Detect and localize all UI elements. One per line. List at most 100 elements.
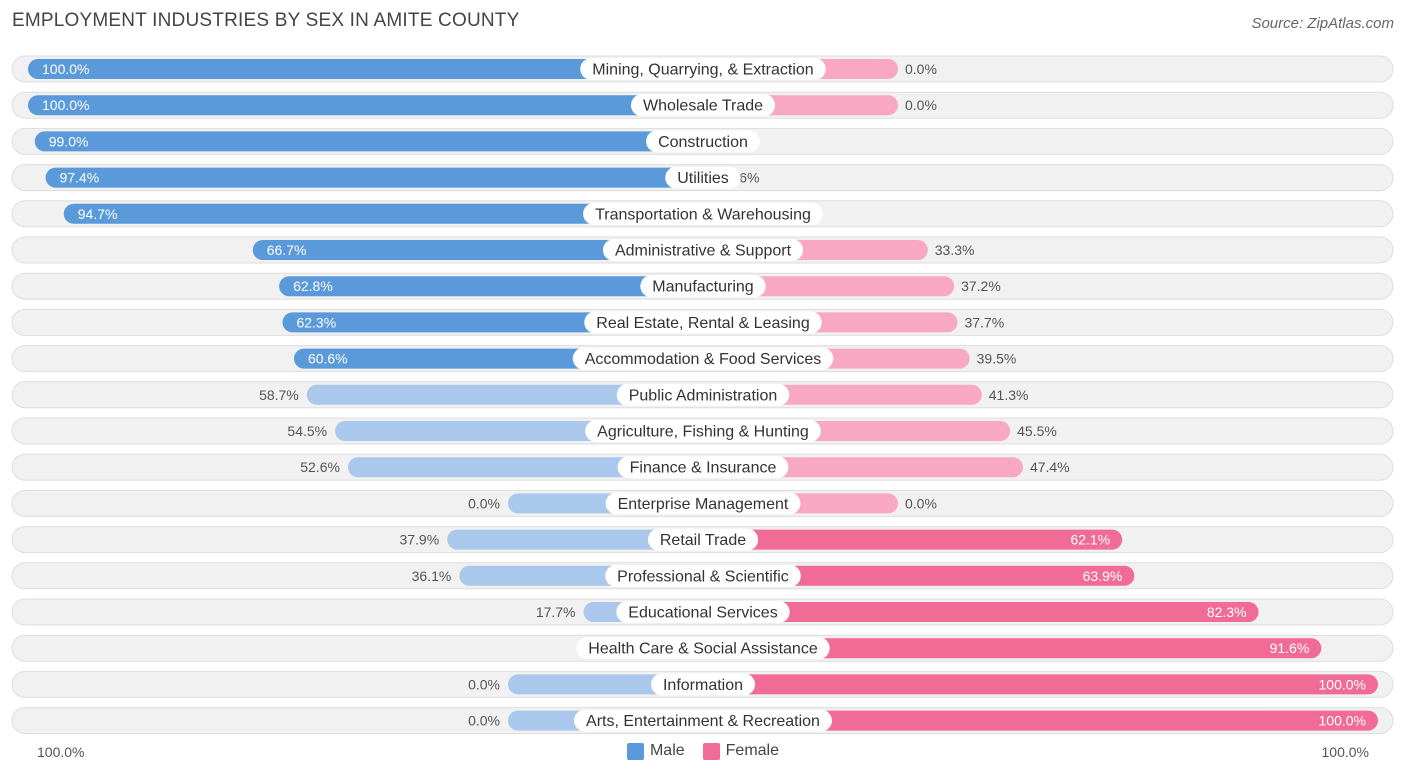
category-label-pill — [647, 528, 759, 551]
male-bar — [28, 95, 703, 116]
female-value-label: 62.1% — [1070, 532, 1110, 548]
category-label: Transportation & Warehousing — [595, 206, 811, 223]
male-bar — [34, 131, 703, 152]
female-value-label: 45.5% — [1017, 423, 1057, 439]
male-bar — [28, 59, 703, 79]
male-value-label: 0.0% — [468, 495, 500, 511]
category-label-pill — [650, 673, 756, 696]
category-label-pill — [617, 456, 789, 479]
male-value-label: 37.9% — [399, 532, 439, 548]
category-label-pill — [585, 420, 821, 442]
axis-label-right: 100.0% — [1321, 744, 1369, 760]
female-value-label: 37.2% — [961, 278, 1001, 294]
category-label: Construction — [658, 134, 748, 151]
category-label: Information — [663, 677, 743, 694]
category-label: Accommodation & Food Services — [585, 351, 822, 368]
male-value-label: 0.0% — [468, 713, 500, 729]
category-label: Administrative & Support — [615, 243, 792, 260]
female-value-label: 41.3% — [989, 387, 1029, 403]
male-value-label: 100.0% — [42, 61, 89, 77]
female-value-label: 37.7% — [964, 314, 1004, 330]
bar-chart: 100.0% 0.0% Mining, Quarrying, & Extractio… — [11, 55, 1394, 735]
male-swatch-icon — [626, 742, 644, 760]
male-value-label: 62.3% — [296, 314, 336, 330]
male-value-label: 94.7% — [78, 206, 118, 222]
category-label-pill — [584, 311, 822, 334]
category-label-pill — [616, 601, 790, 623]
category-label: Mining, Quarrying, & Extraction — [592, 62, 813, 79]
category-label-pill — [640, 275, 766, 298]
legend-item-female: Female — [702, 742, 780, 760]
male-value-label: 62.8% — [293, 278, 333, 294]
female-swatch-icon — [702, 742, 720, 760]
category-label: Real Estate, Rental & Leasing — [596, 315, 809, 332]
male-bar — [63, 203, 703, 224]
legend-male-label: Male — [649, 742, 685, 759]
category-label-pill — [616, 383, 790, 406]
category-label-pill — [605, 564, 801, 587]
female-value-label: 91.6% — [1270, 640, 1310, 656]
male-value-label: 0.0% — [468, 676, 500, 692]
female-value-label: 100.0% — [1319, 676, 1366, 692]
male-bar — [347, 457, 703, 478]
female-value-label: 39.5% — [977, 351, 1017, 367]
male-bar — [252, 240, 703, 260]
female-value-label: 0.0% — [905, 495, 937, 511]
female-value-label: 100.0% — [1319, 713, 1366, 729]
category-label-pill — [572, 347, 834, 370]
female-bar — [703, 674, 1378, 695]
female-value-label: 47.4% — [1030, 459, 1070, 475]
category-label: Arts, Entertainment & Recreation — [586, 713, 820, 730]
male-value-label: 66.7% — [267, 242, 307, 258]
category-label-pill — [665, 166, 741, 189]
category-label: Retail Trade — [660, 532, 746, 549]
male-bar — [279, 276, 703, 297]
category-label: Enterprise Management — [618, 496, 789, 513]
category-label-pill — [576, 637, 830, 660]
male-value-label: 58.7% — [259, 387, 299, 403]
category-label: Manufacturing — [652, 279, 753, 296]
category-label: Health Care & Social Assistance — [588, 641, 818, 658]
category-label-pill — [583, 202, 823, 225]
female-bar — [703, 276, 955, 297]
female-bar — [703, 638, 1322, 659]
category-label: Utilities — [677, 170, 729, 187]
category-label-pill — [602, 239, 804, 261]
male-value-label: 36.1% — [412, 568, 452, 584]
female-bar — [703, 529, 1123, 550]
female-bar — [703, 710, 1378, 731]
male-bar — [447, 529, 703, 550]
male-value-label: 17.7% — [536, 604, 576, 620]
category-label: Professional & Scientific — [617, 568, 789, 585]
legend-female-label: Female — [725, 742, 780, 759]
category-label: Agriculture, Fishing & Hunting — [597, 424, 809, 441]
axis-label-left: 100.0% — [37, 744, 85, 760]
chart-title: EMPLOYMENT INDUSTRIES BY SEX IN AMITE CO… — [12, 10, 520, 31]
category-label-pill — [646, 130, 760, 153]
category-label: Educational Services — [628, 605, 777, 622]
legend: Male Female — [0, 742, 1406, 760]
category-label: Finance & Insurance — [630, 460, 777, 477]
female-value-label: 0.0% — [905, 61, 937, 77]
female-bar — [703, 602, 1259, 622]
male-value-label: 52.6% — [300, 459, 340, 475]
category-label: Wholesale Trade — [643, 98, 763, 115]
male-value-label: 100.0% — [42, 97, 89, 113]
male-bar — [306, 384, 703, 405]
female-value-label: 63.9% — [1083, 568, 1123, 584]
category-label-pill — [605, 492, 801, 515]
legend-item-male: Male — [626, 742, 685, 760]
category-label: Public Administration — [629, 387, 778, 404]
female-value-label: 33.3% — [935, 242, 975, 258]
male-value-label: 97.4% — [60, 170, 100, 186]
source-label: Source: ZipAtlas.com — [1251, 15, 1394, 32]
category-label-pill — [574, 709, 832, 732]
category-label-pill — [630, 94, 776, 117]
male-value-label: 60.6% — [308, 351, 348, 367]
category-label-pill — [580, 58, 826, 80]
male-value-label: 54.5% — [287, 423, 327, 439]
female-bar — [703, 565, 1135, 586]
male-bar — [45, 167, 704, 188]
female-value-label: 82.3% — [1207, 604, 1247, 620]
male-value-label: 99.0% — [49, 133, 89, 149]
